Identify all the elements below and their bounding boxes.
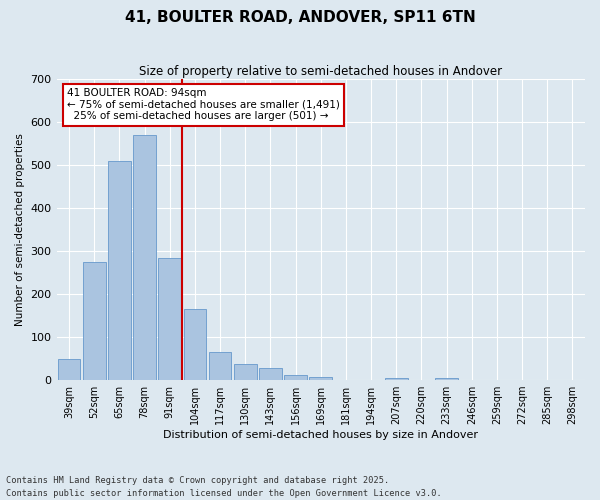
Bar xyxy=(133,135,156,380)
Bar xyxy=(184,309,206,380)
Text: Contains HM Land Registry data © Crown copyright and database right 2025.
Contai: Contains HM Land Registry data © Crown c… xyxy=(6,476,442,498)
Bar xyxy=(108,161,131,380)
Text: 41 BOULTER ROAD: 94sqm
← 75% of semi-detached houses are smaller (1,491)
  25% o: 41 BOULTER ROAD: 94sqm ← 75% of semi-det… xyxy=(67,88,340,122)
Bar xyxy=(385,378,407,380)
Bar xyxy=(83,262,106,380)
Bar xyxy=(259,368,282,380)
Bar xyxy=(58,358,80,380)
Bar xyxy=(209,352,232,380)
Bar xyxy=(234,364,257,380)
Bar xyxy=(310,376,332,380)
X-axis label: Distribution of semi-detached houses by size in Andover: Distribution of semi-detached houses by … xyxy=(163,430,478,440)
Text: 41, BOULTER ROAD, ANDOVER, SP11 6TN: 41, BOULTER ROAD, ANDOVER, SP11 6TN xyxy=(125,10,475,25)
Y-axis label: Number of semi-detached properties: Number of semi-detached properties xyxy=(15,133,25,326)
Bar xyxy=(284,375,307,380)
Title: Size of property relative to semi-detached houses in Andover: Size of property relative to semi-detach… xyxy=(139,65,502,78)
Bar xyxy=(435,378,458,380)
Bar xyxy=(158,258,181,380)
